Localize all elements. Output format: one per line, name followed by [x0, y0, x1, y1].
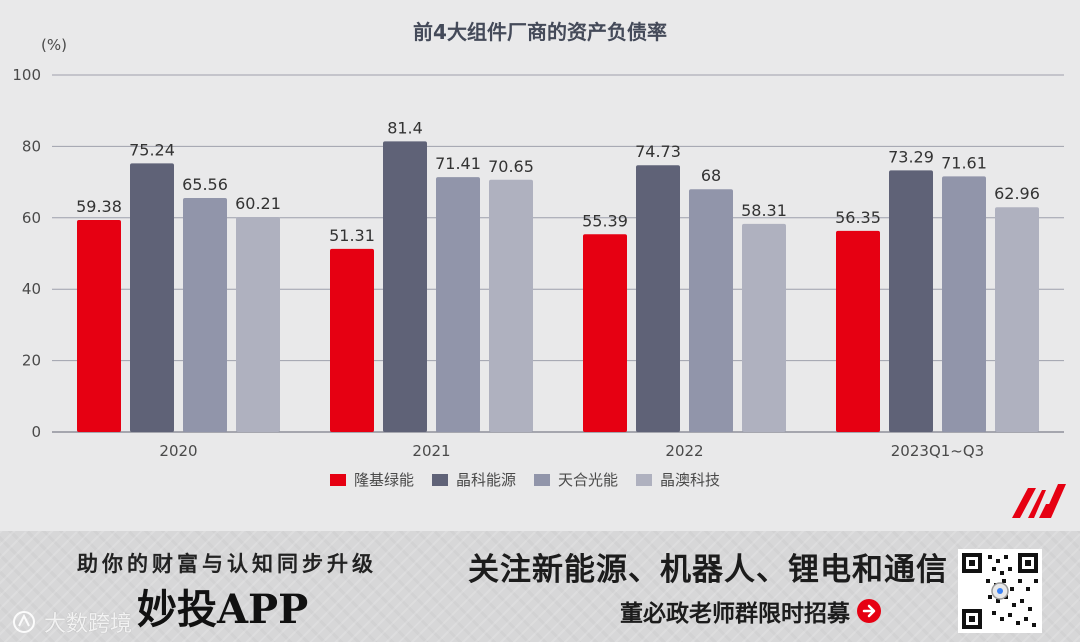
legend-swatch — [330, 474, 346, 486]
value-label: 73.29 — [888, 147, 934, 166]
bar-天合光能-2023Q1~Q3 — [942, 176, 986, 432]
bar-晶科能源-2023Q1~Q3 — [889, 170, 933, 432]
y-axis-unit: (%) — [41, 36, 67, 54]
value-label: 56.35 — [835, 208, 881, 227]
promo-banner: 助你的财富与认知同步升级 妙投APP 大数跨境 关注新能源、机器人、锂电和通信 … — [0, 531, 1080, 642]
y-tick-label: 40 — [22, 280, 41, 298]
bar-天合光能-2022 — [689, 189, 733, 432]
y-tick-label: 100 — [12, 66, 41, 84]
banner-left-title: 助你的财富与认知同步升级 — [77, 552, 377, 576]
legend-label: 天合光能 — [558, 471, 618, 489]
bar-晶科能源-2021 — [383, 141, 427, 433]
value-label: 55.39 — [582, 211, 628, 230]
watermark: 大数跨境 — [10, 606, 132, 638]
value-label: 58.31 — [741, 201, 787, 220]
value-label: 59.38 — [76, 197, 122, 216]
y-tick-label: 20 — [22, 352, 41, 370]
label-layer: 0 20 40 60 80 100 59.38 75.24 65.56 60.21 2020 51.3… — [12, 66, 1040, 460]
legend-swatch — [432, 474, 448, 486]
watermark-logo-icon — [13, 611, 35, 633]
x-category-label: 2022 — [665, 442, 703, 460]
bar-隆基绿能-2022 — [583, 234, 627, 432]
value-label: 74.73 — [635, 142, 681, 161]
m-logo-icon — [1012, 484, 1066, 518]
value-label: 71.41 — [435, 154, 481, 173]
banner-right-subtitle-text: 董必政老师群限时招募 — [620, 601, 850, 627]
banner-app-name[interactable]: 妙投APP — [137, 586, 309, 633]
chart-svg: 前4大组件厂商的资产负债率 (%) 0 20 40 60 80 100 59.38 75.24… — [12, 20, 1064, 489]
x-category-label: 2020 — [159, 442, 197, 460]
value-label: 65.56 — [182, 175, 228, 194]
legend-item: 晶澳科技 — [636, 471, 720, 489]
value-label: 51.31 — [329, 226, 375, 245]
qr-code-icon — [958, 549, 1042, 633]
arrow-right-circle-icon — [857, 599, 881, 623]
x-category-label: 2023Q1~Q3 — [891, 442, 984, 460]
bar-隆基绿能-2023Q1~Q3 — [836, 230, 880, 432]
legend-item: 隆基绿能 — [330, 471, 414, 489]
legend-layer: 隆基绿能 晶科能源 天合光能 晶澳科技 — [330, 471, 720, 489]
chart-area: 前4大组件厂商的资产负债率 (%) 0 20 40 60 80 100 59.38 75.24… — [12, 20, 1064, 489]
bar-晶科能源-2020 — [130, 163, 174, 433]
bar-天合光能-2021 — [436, 177, 480, 432]
banner-right-subtitle[interactable]: 董必政老师群限时招募 — [620, 594, 882, 628]
value-label: 81.4 — [387, 118, 423, 137]
value-label: 60.21 — [235, 194, 281, 213]
bar-天合光能-2020 — [183, 197, 227, 432]
bar-隆基绿能-2020 — [77, 220, 121, 432]
legend-label: 晶澳科技 — [660, 471, 720, 489]
x-category-label: 2021 — [412, 442, 450, 460]
bar-晶澳科技-2020 — [236, 217, 280, 432]
value-label: 71.61 — [941, 153, 987, 172]
watermark-text: 大数跨境 — [44, 612, 133, 637]
legend-label: 晶科能源 — [456, 471, 516, 489]
bar-晶澳科技-2022 — [742, 223, 786, 432]
banner-right-title: 关注新能源、机器人、锂电和通信 — [468, 552, 948, 588]
legend-swatch — [636, 474, 652, 486]
value-label: 62.96 — [994, 184, 1040, 203]
bar-layer — [77, 141, 1039, 433]
bar-晶澳科技-2023Q1~Q3 — [995, 207, 1039, 432]
bar-隆基绿能-2021 — [330, 248, 374, 432]
value-label: 70.65 — [488, 157, 534, 176]
legend-item: 晶科能源 — [432, 471, 516, 489]
value-label: 68 — [701, 166, 721, 185]
value-label: 75.24 — [129, 140, 175, 159]
bar-晶澳科技-2021 — [489, 179, 533, 432]
legend-label: 隆基绿能 — [354, 471, 414, 489]
y-tick-label: 0 — [31, 423, 41, 441]
chart-title: 前4大组件厂商的资产负债率 — [413, 20, 667, 44]
y-tick-label: 60 — [22, 209, 41, 227]
bar-晶科能源-2022 — [636, 165, 680, 432]
legend-swatch — [534, 474, 550, 486]
legend-item: 天合光能 — [534, 471, 618, 489]
y-tick-label: 80 — [22, 137, 41, 155]
